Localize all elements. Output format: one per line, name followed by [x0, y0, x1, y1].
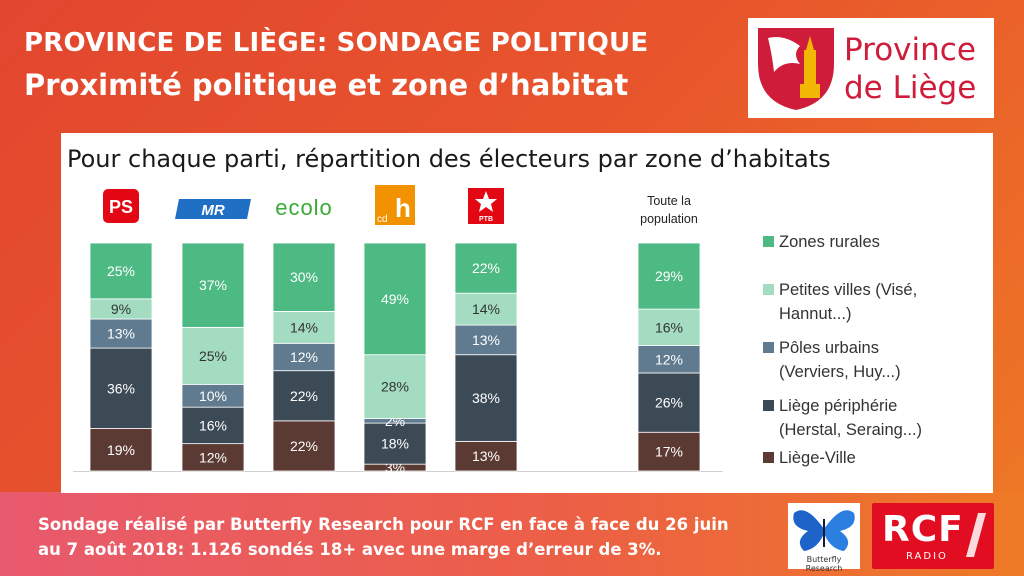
rcf-radio-logo: RCF RADIO [872, 503, 994, 569]
bar-segment [272, 310, 336, 344]
bar-segment [363, 354, 427, 419]
legend-label: (Verviers, Huy...) [779, 363, 901, 381]
bar-segment [637, 372, 701, 433]
data-label: 18% [381, 436, 409, 452]
mr-logo-text: MR [201, 202, 224, 219]
legend-swatch [763, 236, 774, 247]
bar-segment [363, 422, 427, 465]
data-label: 26% [655, 395, 683, 411]
bar-segment [181, 443, 245, 472]
bar-segment [454, 440, 518, 472]
header-title: PROVINCE DE LIÈGE: SONDAGE POLITIQUE [24, 28, 649, 58]
data-label: 17% [655, 444, 683, 460]
ptb-star-icon [475, 191, 497, 212]
data-label: 30% [290, 269, 318, 285]
bar-segment [272, 370, 336, 422]
data-label: 22% [472, 260, 500, 276]
province-logo-line2: de Liège [844, 70, 977, 106]
bar-segment [89, 242, 153, 300]
bar-segment [454, 292, 518, 326]
bar-segment [637, 431, 701, 472]
data-label: 36% [107, 380, 135, 396]
data-label: 25% [107, 263, 135, 279]
bar-segment [181, 406, 245, 445]
data-label: 16% [655, 319, 683, 335]
data-label: 10% [199, 388, 227, 404]
cdh-logo-cd-text: cd [377, 214, 388, 225]
ptb-logo-text: PTB [479, 216, 493, 223]
data-label: 22% [290, 388, 318, 404]
population-label: population [640, 212, 698, 226]
bar-segment [89, 318, 153, 349]
mr-logo-icon [175, 199, 251, 219]
data-label: 38% [472, 390, 500, 406]
data-label: 16% [199, 417, 227, 433]
butterfly-icon [793, 510, 855, 551]
ps-logo-text: PS [109, 197, 133, 217]
data-label: 19% [107, 442, 135, 458]
data-label: 13% [472, 332, 500, 348]
cdh-logo-icon [375, 185, 415, 225]
bar-segment [272, 420, 336, 472]
bar-segment [272, 242, 336, 312]
data-label: 9% [111, 301, 131, 317]
lion-emblem-icon [758, 28, 834, 110]
bar-segment [181, 326, 245, 385]
legend-swatch [763, 284, 774, 295]
rcf-radio-text: RADIO [906, 551, 948, 562]
ps-logo-icon [103, 189, 139, 223]
header-subtitle: Proximité politique et zone d’habitat [24, 68, 629, 102]
data-label: 37% [199, 277, 227, 293]
bar-segment [363, 242, 427, 356]
bar-segment [637, 242, 701, 310]
data-label: 49% [381, 291, 409, 307]
cdh-logo-h-text: h [395, 193, 411, 223]
butterfly-research-logo: Butterfly Research [788, 503, 860, 573]
legend-label: Zones rurales [779, 233, 880, 251]
data-label: 13% [472, 448, 500, 464]
chart-panel: Pour chaque parti, répartition des élect… [61, 133, 993, 493]
stacked-bar-chart: 19% 36% 13% 9% 25% 12% 16% 10% 25% 37% 22% 22% 12% 14… [73, 185, 922, 476]
legend-swatch [763, 452, 774, 463]
footer-note: Sondage réalisé par Butterfly Research p… [38, 512, 729, 562]
chart-title: Pour chaque parti, répartition des élect… [67, 145, 831, 173]
ecolo-logo-text: ecolo [275, 195, 333, 220]
legend-label: Liège-Ville [779, 449, 856, 467]
legend-label: (Herstal, Seraing...) [779, 421, 922, 439]
legend-label: Hannut...) [779, 305, 851, 323]
data-label: 13% [107, 326, 135, 342]
data-label: 29% [655, 268, 683, 284]
data-label: 28% [381, 379, 409, 395]
legend-label: Petites villes (Visé, [779, 281, 917, 299]
bar-segment [637, 345, 701, 374]
butterfly-logo-text: Butterfly Research [805, 555, 843, 573]
data-label: 14% [290, 319, 318, 335]
bar-segment [454, 354, 518, 442]
footer-line1: Sondage réalisé par Butterfly Research p… [38, 515, 729, 534]
data-label: 25% [199, 348, 227, 364]
legend-swatch [763, 342, 774, 353]
province-liege-logo: Province de Liège [748, 18, 994, 118]
data-label: 12% [199, 449, 227, 465]
data-label: 14% [472, 301, 500, 317]
data-label: 12% [290, 349, 318, 365]
bar-segment [89, 347, 153, 429]
bar-segment [181, 242, 245, 328]
rcf-slash-mark [966, 513, 986, 557]
legend-label: Pôles urbains [779, 339, 879, 357]
legend-label: Liège périphérie [779, 397, 897, 415]
rcf-logo-text: RCF [882, 509, 964, 550]
province-logo-line1: Province [844, 32, 976, 68]
data-label: 22% [290, 438, 318, 454]
bar-segment [272, 342, 336, 372]
legend-swatch [763, 400, 774, 411]
bar-segment [454, 242, 518, 294]
data-label: 12% [655, 351, 683, 367]
footer-line2: au 7 août 2018: 1.126 sondés 18+ avec un… [38, 540, 662, 559]
population-label: Toute la [647, 194, 691, 208]
